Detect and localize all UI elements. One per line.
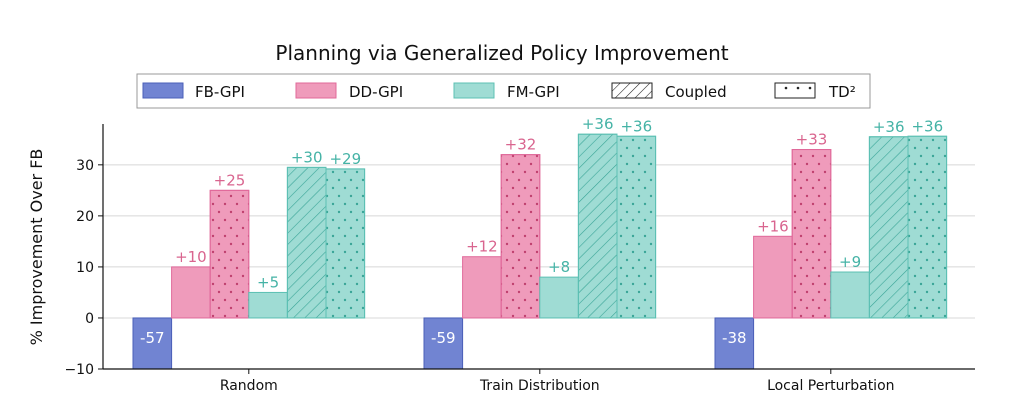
y-ticks: −10 0 10 20 30 — [64, 158, 103, 378]
bar-fm-3-1 — [539, 276, 579, 319]
legend-swatch-td2 — [774, 82, 816, 99]
bar-pattern-5-1 — [616, 135, 657, 319]
legend-swatch-coupled — [611, 82, 653, 99]
bar-label-0-2: -38 — [722, 329, 747, 347]
bar-pattern-2-2 — [791, 149, 832, 319]
bar-dd-1-0 — [171, 266, 211, 319]
y-tick-label-0: −10 — [64, 362, 94, 378]
legend-item-coupled: Coupled — [611, 82, 727, 101]
y-tick-label-1: 0 — [85, 311, 94, 327]
x-ticks: Random Train Distribution Local Perturbati… — [220, 369, 895, 394]
legend-swatch-fb — [142, 82, 184, 99]
bar-labels: -57 +10 +25 +5 +30 +29 -59 +12 +32 +8 +36 +36 -38 +16… — [140, 115, 943, 347]
bar-pattern-5-0 — [325, 168, 366, 319]
bar-label-3-1: +8 — [548, 258, 570, 276]
x-tick-label-1: Train Distribution — [479, 378, 600, 394]
y-tick-label-3: 20 — [76, 209, 94, 225]
bar-label-0-0: -57 — [140, 329, 165, 347]
legend-swatch-fm — [453, 82, 495, 99]
bar-label-1-1: +12 — [466, 238, 498, 256]
bar-dd-1-2 — [753, 235, 793, 319]
bar-label-2-2: +33 — [796, 131, 828, 149]
bar-label-4-2: +36 — [873, 118, 905, 136]
legend-label-fm: FM-GPI — [507, 83, 560, 101]
bar-label-4-0: +30 — [291, 148, 323, 166]
legend-box — [136, 73, 871, 109]
y-tick-label-4: 30 — [76, 158, 94, 174]
bars — [132, 133, 948, 370]
x-tick-label-2: Local Perturbation — [767, 378, 894, 394]
bar-label-5-1: +36 — [620, 117, 652, 135]
legend-label-td2: TD² — [828, 83, 856, 101]
legend-label-dd: DD-GPI — [349, 83, 403, 101]
bar-pattern-5-2 — [907, 135, 948, 319]
bar-label-5-0: +29 — [329, 150, 361, 168]
legend-item-fb: FB-GPI — [142, 82, 245, 101]
bar-fb-0-0 — [132, 317, 173, 370]
bar-label-0-1: -59 — [431, 329, 456, 347]
bar-dd-1-1 — [462, 256, 502, 319]
bar-fb-0-2 — [714, 317, 755, 370]
bar-label-3-0: +5 — [257, 273, 279, 291]
legend-swatch-dd — [295, 82, 337, 99]
y-axis-label: % Improvement Over FB — [27, 149, 46, 346]
bar-label-1-0: +10 — [175, 248, 207, 266]
bar-pattern-4-2 — [868, 136, 909, 319]
chart-title: Planning via Generalized Policy Improvem… — [275, 41, 728, 65]
legend-item-fm: FM-GPI — [453, 82, 560, 101]
legend-item-dd: DD-GPI — [295, 82, 403, 101]
bar-pattern-2-0 — [209, 189, 250, 319]
legend: FB-GPI DD-GPI FM-GPI Coupled TD² — [136, 73, 871, 109]
legend-label-coupled: Coupled — [665, 83, 727, 101]
x-tick-label-0: Random — [220, 378, 278, 394]
bar-label-2-1: +32 — [505, 136, 537, 154]
bar-label-1-2: +16 — [757, 217, 789, 235]
bar-fm-3-0 — [248, 291, 288, 319]
bar-pattern-2-1 — [500, 154, 541, 319]
bar-label-5-2: +36 — [911, 117, 943, 135]
bar-pattern-4-0 — [286, 166, 327, 319]
bar-fm-3-2 — [830, 271, 870, 319]
bar-label-4-1: +36 — [582, 115, 614, 133]
bar-fb-0-1 — [423, 317, 464, 370]
bar-pattern-4-1 — [577, 133, 618, 319]
y-tick-label-2: 10 — [76, 260, 94, 276]
bar-label-2-0: +25 — [214, 171, 246, 189]
bar-label-3-2: +9 — [839, 253, 861, 271]
axes — [102, 124, 975, 370]
legend-label-fb: FB-GPI — [195, 83, 245, 101]
legend-item-td2: TD² — [774, 82, 856, 101]
